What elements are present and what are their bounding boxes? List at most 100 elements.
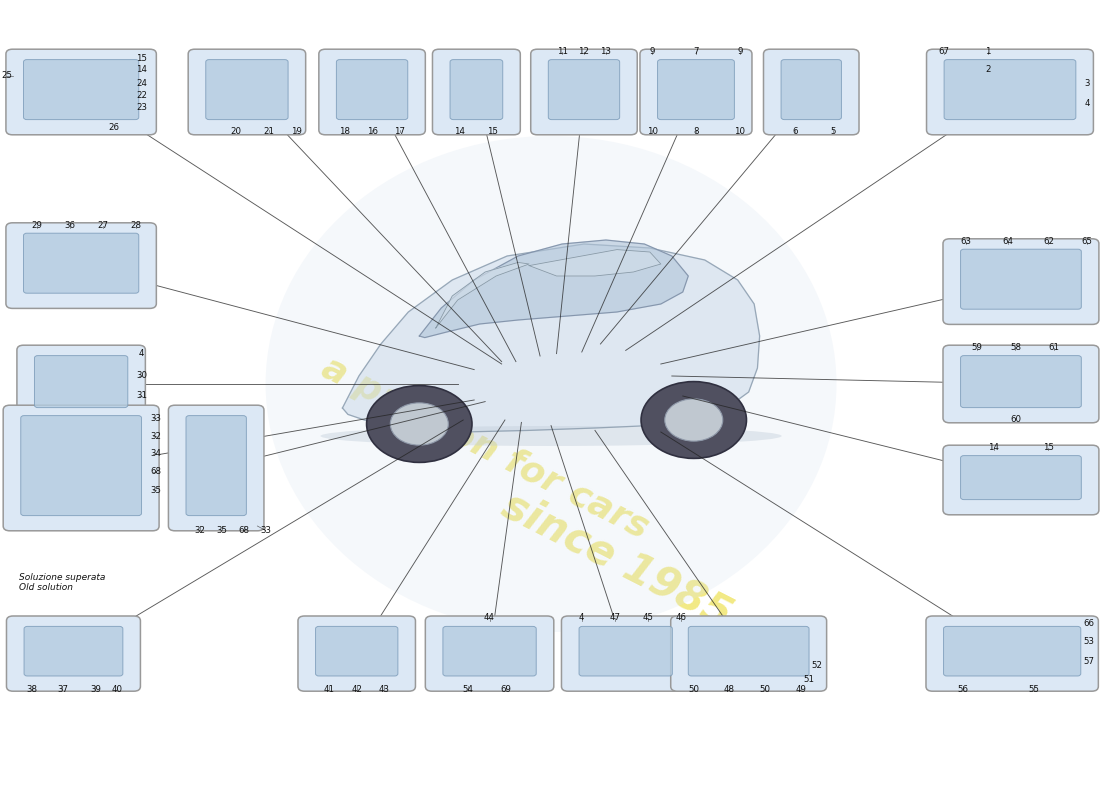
- Text: 64: 64: [1002, 237, 1013, 246]
- Text: 68: 68: [238, 526, 249, 535]
- Text: 69: 69: [500, 685, 512, 694]
- Text: 55: 55: [1028, 685, 1040, 694]
- Text: 18: 18: [339, 127, 350, 137]
- FancyBboxPatch shape: [206, 60, 288, 119]
- FancyBboxPatch shape: [337, 60, 408, 119]
- Text: 38: 38: [26, 685, 37, 694]
- Text: 4: 4: [139, 349, 144, 358]
- FancyBboxPatch shape: [960, 249, 1081, 309]
- Text: 7: 7: [693, 47, 698, 57]
- Text: 41: 41: [323, 685, 334, 694]
- Text: 4: 4: [579, 613, 584, 622]
- Text: 14: 14: [988, 443, 999, 453]
- Text: 56: 56: [957, 685, 968, 694]
- FancyBboxPatch shape: [960, 355, 1081, 407]
- Text: 50: 50: [689, 685, 700, 694]
- Polygon shape: [436, 262, 529, 328]
- Text: 29: 29: [32, 221, 43, 230]
- Text: 47: 47: [609, 613, 620, 622]
- FancyBboxPatch shape: [450, 60, 503, 119]
- Ellipse shape: [265, 136, 836, 632]
- Circle shape: [641, 382, 747, 458]
- FancyBboxPatch shape: [316, 626, 398, 676]
- FancyBboxPatch shape: [943, 445, 1099, 515]
- Text: 32: 32: [195, 526, 206, 535]
- Text: 30: 30: [136, 371, 147, 381]
- Text: 5: 5: [830, 127, 836, 137]
- FancyBboxPatch shape: [23, 60, 139, 119]
- Text: 39: 39: [90, 685, 101, 694]
- Text: 46: 46: [675, 613, 686, 622]
- Text: 24: 24: [136, 79, 147, 89]
- Text: 9: 9: [649, 47, 654, 57]
- Text: 3: 3: [1085, 79, 1090, 89]
- FancyBboxPatch shape: [23, 233, 139, 293]
- Text: 61: 61: [1048, 343, 1059, 353]
- FancyBboxPatch shape: [944, 626, 1081, 676]
- FancyBboxPatch shape: [640, 50, 752, 134]
- FancyBboxPatch shape: [926, 50, 1093, 134]
- Text: 20: 20: [230, 127, 241, 137]
- Text: 42: 42: [351, 685, 362, 694]
- Text: 36: 36: [65, 221, 76, 230]
- FancyBboxPatch shape: [926, 616, 1099, 691]
- FancyBboxPatch shape: [298, 616, 416, 691]
- FancyBboxPatch shape: [319, 50, 426, 134]
- FancyBboxPatch shape: [548, 60, 619, 119]
- FancyBboxPatch shape: [24, 626, 123, 676]
- Text: 27: 27: [98, 221, 109, 230]
- FancyBboxPatch shape: [6, 222, 156, 308]
- Text: 32: 32: [151, 431, 162, 441]
- Text: 65: 65: [1081, 237, 1092, 246]
- FancyBboxPatch shape: [944, 60, 1076, 119]
- Text: 54: 54: [462, 685, 473, 694]
- Text: 37: 37: [57, 685, 68, 694]
- Text: 48: 48: [724, 685, 735, 694]
- Text: 10: 10: [647, 127, 658, 137]
- Text: 35: 35: [217, 526, 228, 535]
- Polygon shape: [342, 244, 760, 432]
- FancyBboxPatch shape: [781, 60, 842, 119]
- FancyBboxPatch shape: [443, 626, 536, 676]
- Text: 67: 67: [938, 47, 949, 57]
- Text: 9: 9: [737, 47, 742, 57]
- Text: 43: 43: [378, 685, 389, 694]
- FancyBboxPatch shape: [671, 616, 826, 691]
- FancyBboxPatch shape: [21, 416, 142, 516]
- Text: 16: 16: [366, 127, 377, 137]
- Text: 22: 22: [136, 91, 147, 101]
- FancyBboxPatch shape: [3, 406, 160, 531]
- Text: Old solution: Old solution: [19, 583, 73, 592]
- Text: 35: 35: [151, 486, 162, 495]
- FancyBboxPatch shape: [168, 406, 264, 531]
- FancyBboxPatch shape: [426, 616, 553, 691]
- FancyBboxPatch shape: [6, 50, 156, 134]
- Text: 8: 8: [693, 127, 698, 137]
- Text: 57: 57: [1084, 657, 1094, 666]
- Text: 12: 12: [579, 47, 590, 57]
- Text: 21: 21: [263, 127, 274, 137]
- Text: 52: 52: [811, 661, 822, 670]
- Text: since 1985: since 1985: [495, 484, 739, 636]
- Text: Soluzione superata: Soluzione superata: [19, 574, 104, 582]
- FancyBboxPatch shape: [34, 355, 128, 407]
- FancyBboxPatch shape: [579, 626, 672, 676]
- Text: 33: 33: [151, 414, 162, 423]
- Text: 31: 31: [136, 391, 147, 401]
- Text: 17: 17: [394, 127, 405, 137]
- Polygon shape: [419, 240, 689, 338]
- FancyBboxPatch shape: [943, 346, 1099, 422]
- Text: 45: 45: [642, 613, 653, 622]
- Text: 10: 10: [735, 127, 746, 137]
- Text: 23: 23: [136, 103, 147, 113]
- Text: 14: 14: [136, 65, 147, 74]
- Text: 1: 1: [986, 47, 991, 57]
- FancyBboxPatch shape: [16, 346, 145, 422]
- Text: 28: 28: [131, 221, 142, 230]
- Text: 63: 63: [960, 237, 971, 246]
- FancyBboxPatch shape: [561, 616, 690, 691]
- Text: 58: 58: [1010, 343, 1021, 353]
- Text: a passion for cars: a passion for cars: [316, 350, 654, 546]
- Text: 26: 26: [109, 122, 120, 132]
- FancyBboxPatch shape: [943, 238, 1099, 325]
